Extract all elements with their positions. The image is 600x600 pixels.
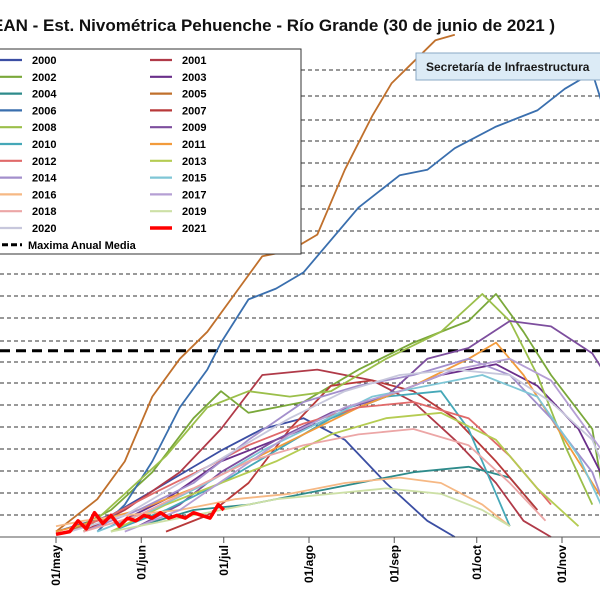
legend-label-reference: Maxima Anual Media [28,240,137,252]
annotation-box-bg [415,52,600,81]
series-line-2008 [82,293,594,533]
series-line-2013 [110,411,580,533]
legend-label-2015: 2015 [182,173,206,185]
series-line-2007 [165,379,538,533]
legend-label-2007: 2007 [182,105,206,117]
series-line-2018 [83,428,547,533]
legend-label-2020: 2020 [32,223,56,235]
legend-label-2006: 2006 [32,105,56,117]
legend-label-2001: 2001 [182,55,206,67]
x-tick-label: 01/may [49,545,63,586]
legend-label-2012: 2012 [32,156,56,168]
chart-title: EAN - Est. Nivométrica Pehuenche - Río G… [0,16,555,35]
series-line-2002 [69,293,600,533]
legend-label-2018: 2018 [32,206,56,218]
legend-label-2010: 2010 [32,139,56,151]
x-tick-label: 01/oct [470,545,484,580]
x-axis: 01/may 01/jun 01/jul 01/ago 01/sep 01/oct 01/n… [0,536,600,586]
legend-label-2004: 2004 [32,89,57,101]
x-tick-label: 01/jul [217,545,231,576]
series-line-2015 [96,374,600,533]
legend-label-2008: 2008 [32,122,56,134]
series-line-2021 [55,502,226,537]
series-line-2004 [138,465,538,528]
series-line-2020 [69,368,600,533]
series-line-2000 [55,417,456,538]
legend-label-2017: 2017 [182,189,206,201]
legend-label-2021: 2021 [182,223,206,235]
legend-label-2016: 2016 [32,189,56,201]
series-line-2001 [83,368,552,538]
x-tick-label: 01/jun [134,545,148,580]
legend: 2000 2001 2002 2003 2004 2005 2006 2007 2008 2009… [0,48,302,255]
series-layer [55,33,600,538]
series-line-2017 [124,357,600,533]
legend-label-2013: 2013 [182,156,206,168]
annotation-box: Secretaría de Infraestructura [415,52,600,81]
series-line-2006 [96,71,600,533]
legend-label-2003: 2003 [182,72,206,84]
legend-label-2009: 2009 [182,122,206,134]
legend-label-2005: 2005 [182,89,206,101]
legend-label-2014: 2014 [32,173,57,185]
annotation-text: Secretaría de Infraestructura [426,60,590,74]
x-tick-label: 01/nov [555,545,569,583]
x-tick-label: 01/ago [302,545,316,583]
legend-label-2002: 2002 [32,72,56,84]
legend-label-2011: 2011 [182,139,206,151]
legend-label-2000: 2000 [32,55,56,67]
legend-box [0,48,302,255]
series-line-2012 [69,401,552,533]
x-tick-label: 01/sep [387,545,401,582]
legend-label-2019: 2019 [182,206,206,218]
